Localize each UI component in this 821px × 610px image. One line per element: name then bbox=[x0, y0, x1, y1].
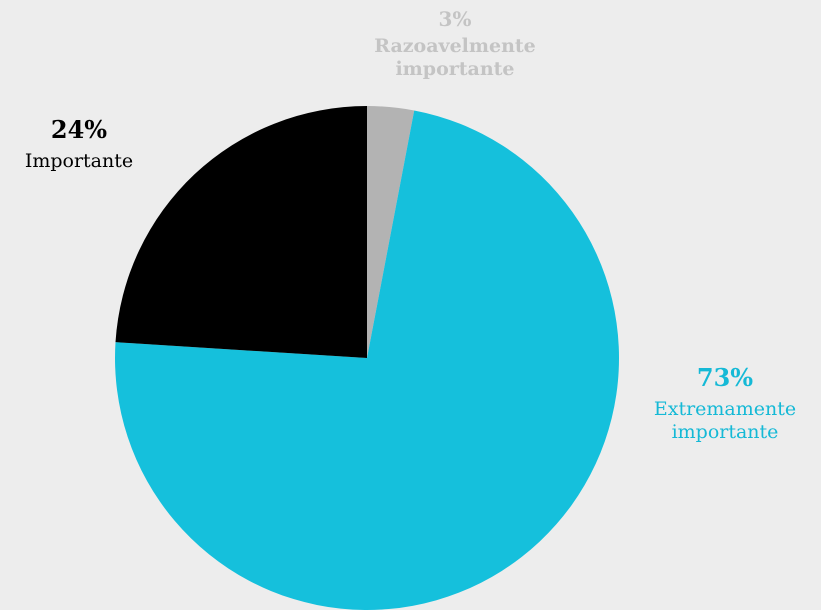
slice-category-razoavelmente-line2: importante bbox=[395, 58, 515, 81]
slice-label-extremamente-importante: 73% Extremamente importante bbox=[630, 366, 820, 444]
slice-category-razoavelmente-line1: Razoavelmente bbox=[374, 35, 536, 57]
pie-slice-importante bbox=[115, 106, 367, 358]
pie-slice-extremamente-importante bbox=[115, 110, 620, 610]
slice-percent-razoavelmente-importante: 3% bbox=[438, 7, 472, 31]
slice-category-extremamente-line1: Extremamente bbox=[653, 398, 797, 420]
slice-percent-importante: 24% bbox=[50, 115, 108, 144]
pie-slice-razoavelmente-importante bbox=[367, 106, 415, 358]
slice-percent-extremamente-importante: 73% bbox=[696, 363, 754, 392]
slice-label-importante: 24% Importante bbox=[4, 118, 154, 173]
slice-category-extremamente-line2: importante bbox=[671, 421, 779, 444]
slice-category-importante: Importante bbox=[24, 150, 134, 172]
slice-label-razoavelmente-importante: 3% Razoavelmente importante bbox=[350, 9, 560, 81]
